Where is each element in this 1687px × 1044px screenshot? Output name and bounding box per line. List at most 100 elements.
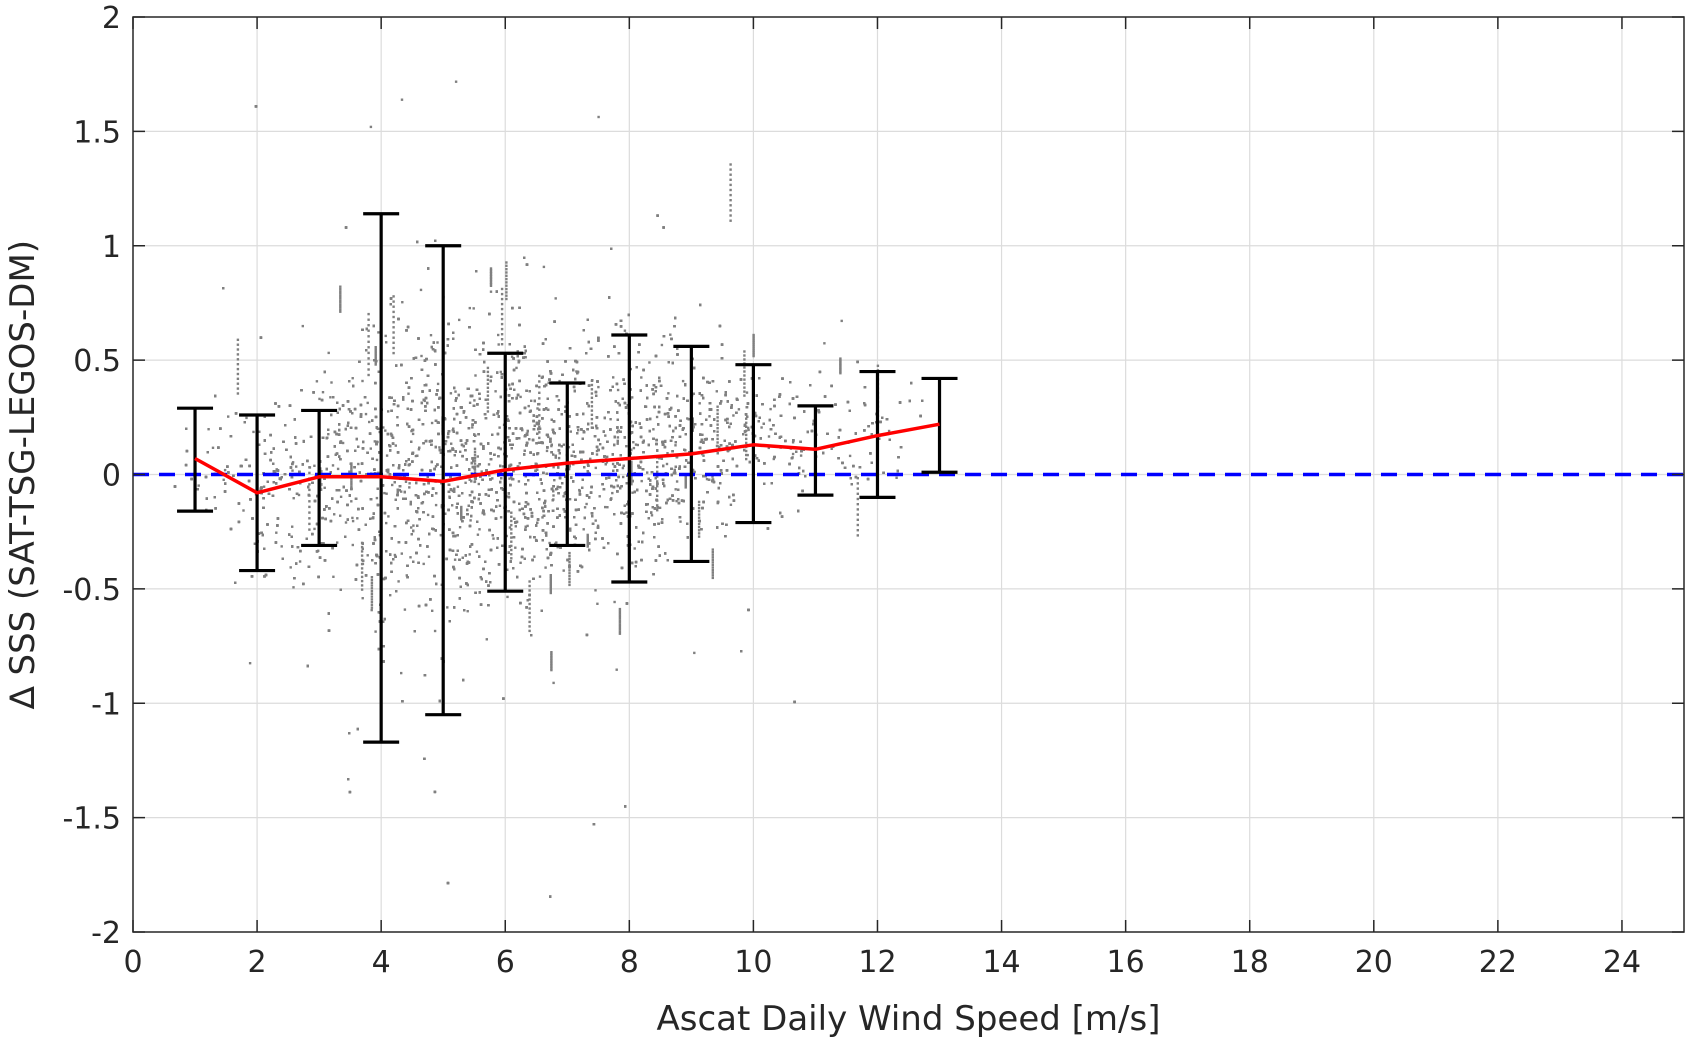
scatter-point [400,672,402,674]
scatter-point [675,488,677,490]
scatter-point [469,553,471,555]
scatter-point [377,331,379,333]
scatter-point [362,597,364,599]
scatter-point [515,367,517,369]
scatter-point [281,545,283,547]
scatter-point [746,391,748,393]
scatter-point [584,506,586,508]
scatter-point [332,464,334,466]
scatter-point [577,429,579,431]
scatter-point [616,669,618,671]
scatter-point [477,455,479,457]
scatter-point [640,376,642,378]
scatter-point [700,441,702,443]
scatter-point [473,399,475,401]
scatter-point [467,610,469,612]
scatter-point [450,443,452,445]
scatter-point [412,433,414,435]
scatter-point [376,497,378,499]
scatter-point [396,416,398,418]
scatter-point [612,376,614,378]
scatter-point [329,396,331,398]
scatter-point [224,469,226,471]
scatter-point [682,380,684,382]
scatter-point [632,441,634,443]
scatter-point [625,511,627,513]
scatter-point [340,496,342,498]
scatter-point [408,482,410,484]
scatter-point [365,413,367,415]
scatter-point [385,335,387,337]
scatter-point [563,569,565,571]
scatter-point [597,116,599,118]
scatter-point [455,81,457,83]
scatter-point [436,341,438,343]
scatter-point [293,497,295,499]
scatter-point [252,431,254,433]
scatter-point [508,477,510,479]
scatter-point [430,334,432,336]
scatter-point [768,435,770,437]
scatter-point [275,532,277,534]
scatter-point [648,361,650,363]
scatter-point [242,509,244,511]
scatter-point [318,398,320,400]
scatter-point [693,652,695,654]
scatter-point [454,559,456,561]
scatter-point [356,517,358,519]
scatter-point [823,342,825,344]
scatter-point [518,480,520,482]
scatter-point [544,566,546,568]
scatter-point [387,410,389,412]
scatter-point [769,408,771,410]
scatter-point [391,484,393,486]
scatter-point [477,534,479,536]
scatter-point [558,457,560,459]
scatter-point [327,433,329,435]
scatter-point [667,392,669,394]
scatter-point [387,515,389,517]
scatter-point [552,494,554,496]
scatter-point [336,541,338,543]
scatter-point [583,528,585,530]
scatter-point [738,408,740,410]
scatter-point [634,547,636,549]
scatter-point [299,560,301,562]
scatter-point [515,525,517,527]
scatter-point [594,589,596,591]
scatter-point [469,307,471,309]
scatter-point [401,301,403,303]
scatter-point [478,528,480,530]
scatter-point [337,468,339,470]
scatter-point [497,334,499,336]
scatter-point [624,330,626,332]
scatter-point [569,498,571,500]
scatter-point [659,507,661,509]
scatter-point [637,444,639,446]
scatter-point [494,390,496,392]
scatter-point [431,422,433,424]
scatter-point [674,444,676,446]
scatter-point [451,504,453,506]
scatter-point [498,343,500,345]
scatter-point [519,562,521,564]
scatter-point [437,383,439,385]
scatter-point [498,426,500,428]
scatter-point [625,445,627,447]
scatter-point [651,514,653,516]
scatter-point [895,477,897,479]
scatter-point [352,544,354,546]
scatter-point [464,482,466,484]
scatter-point [732,414,734,416]
scatter-point [530,400,532,402]
scatter-point [249,662,251,664]
scatter-point [831,448,833,450]
scatter-point [606,506,608,508]
scatter-point [661,458,663,460]
scatter-point [438,446,440,448]
scatter-point [352,520,354,522]
scatter-point [302,325,304,327]
scatter-point [617,436,619,438]
